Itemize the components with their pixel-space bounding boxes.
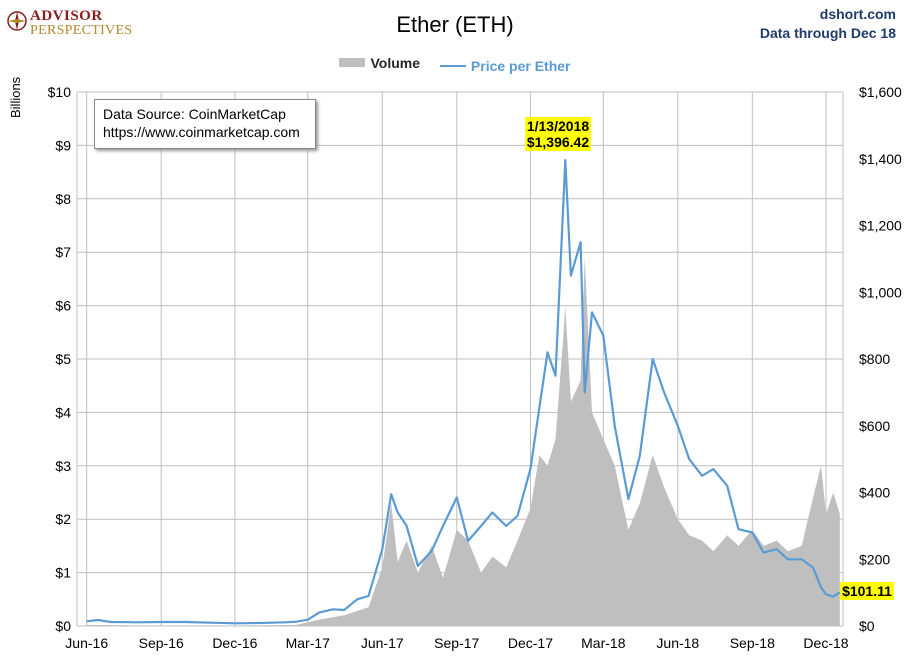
y-left-tick-label: $2: [55, 511, 71, 527]
x-tick-label: Mar-18: [581, 635, 626, 651]
logo-text-top: ADVISOR: [30, 8, 103, 24]
data-source-url: https://www.coinmarketcap.com: [103, 124, 300, 140]
legend-item-volume: Volume: [339, 55, 420, 71]
legend-label-volume: Volume: [370, 54, 421, 71]
x-tick-label: Jun-18: [656, 635, 699, 651]
site-name: dshort.com: [819, 6, 896, 22]
data-through-note: Data through Dec 18: [759, 25, 896, 41]
y-left-tick-label: $0: [55, 618, 71, 634]
y-right-tick-label: $200: [859, 551, 890, 567]
y-right-tick-label: $600: [859, 418, 890, 434]
series-volume-area: [86, 257, 840, 626]
legend-item-price: Price per Ether: [439, 58, 571, 74]
x-tick-label: Mar-17: [286, 635, 331, 651]
y-left-tick-label: $1: [55, 565, 71, 581]
y-left-tick-label: $5: [55, 351, 71, 367]
y-left-tick-label: $6: [55, 298, 71, 314]
peak-price: $1,396.42: [526, 134, 590, 150]
x-tick-label: Dec-17: [508, 635, 553, 651]
x-tick-label: Jun-17: [361, 635, 404, 651]
y-left-tick-label: $10: [48, 84, 72, 100]
compass-icon: [7, 11, 27, 31]
data-source-line: Data Source: CoinMarketCap: [103, 106, 286, 122]
y-left-tick-label: $4: [55, 404, 71, 420]
chart-legend: Volume Price per Ether: [0, 54, 910, 74]
x-tick-label: Sep-17: [434, 635, 479, 651]
data-source-box: Data Source: CoinMarketCap https://www.c…: [94, 99, 316, 149]
peak-annotation: 1/13/2018 $1,396.42: [525, 117, 591, 151]
x-tick-label: Dec-16: [212, 635, 257, 651]
y-right-tick-label: $1,600: [859, 84, 902, 100]
y-right-tick-label: $800: [859, 351, 890, 367]
y-right-tick-label: $1,000: [859, 284, 902, 300]
y-right-tick-label: $0: [859, 618, 875, 634]
series-price-line: [86, 159, 841, 625]
y-right-tick-label: $1,200: [859, 218, 902, 234]
x-tick-label: Sep-16: [139, 635, 184, 651]
legend-swatch-price: [439, 65, 466, 67]
x-tick-label: Dec-18: [803, 635, 848, 651]
last-price-annotation: $101.11: [840, 582, 894, 600]
x-tick-label: Sep-18: [730, 635, 775, 651]
y-right-tick-label: $400: [859, 485, 890, 501]
y-left-tick-label: $9: [55, 137, 71, 153]
peak-date: 1/13/2018: [526, 118, 590, 134]
y-left-tick-label: $3: [55, 458, 71, 474]
chart-title: Ether (ETH): [396, 12, 514, 37]
y-axis-left-label: Billions: [8, 76, 23, 118]
y-right-tick-label: $1,400: [859, 151, 902, 167]
y-left-tick-label: $8: [55, 191, 71, 207]
advisor-perspectives-logo: ADVISOR PERSPECTIVES: [6, 4, 146, 44]
legend-label-price: Price per Ether: [470, 58, 571, 74]
y-left-tick-label: $7: [55, 244, 71, 260]
x-tick-label: Jun-16: [65, 635, 108, 651]
logo-text-bottom: PERSPECTIVES: [30, 23, 133, 38]
legend-swatch-volume: [339, 58, 366, 67]
